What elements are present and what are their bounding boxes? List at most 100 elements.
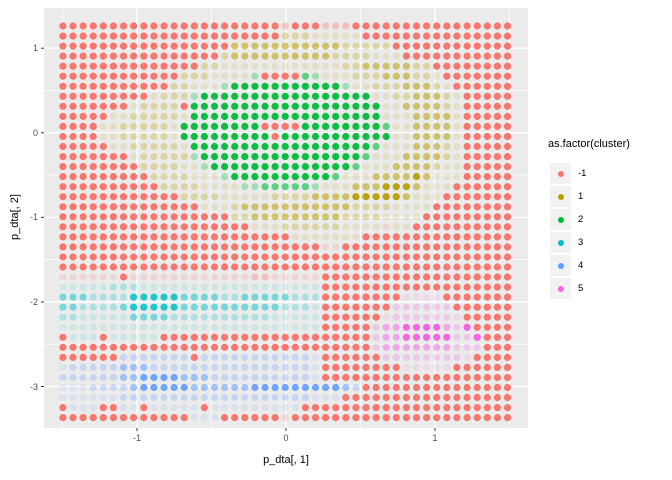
data-point: [311, 42, 320, 50]
data-point: [463, 132, 471, 141]
data-point: [281, 293, 289, 301]
data-point: [402, 112, 410, 120]
data-point: [301, 142, 309, 151]
data-point: [362, 393, 370, 402]
data-point: [362, 373, 370, 382]
data-point: [311, 193, 320, 201]
data-point: [59, 404, 67, 412]
data-point: [130, 82, 138, 90]
data-point: [119, 52, 128, 60]
data-point: [79, 203, 87, 211]
data-point: [342, 323, 350, 331]
data-point: [221, 62, 229, 70]
data-point: [79, 22, 87, 30]
data-point: [251, 383, 259, 392]
data-point: [493, 132, 501, 141]
data-point: [190, 233, 198, 241]
data-point: [423, 383, 431, 392]
data-point: [372, 253, 380, 261]
data-point: [332, 233, 340, 241]
data-point: [89, 404, 97, 412]
data-point: [443, 363, 451, 371]
data-point: [150, 233, 158, 241]
data-point: [271, 42, 279, 50]
data-point: [332, 323, 340, 331]
data-point: [382, 253, 390, 261]
data-point: [332, 313, 340, 321]
data-point: [453, 263, 461, 271]
data-point: [291, 32, 299, 40]
data-point: [241, 303, 249, 311]
data-point: [150, 142, 158, 151]
data-point: [463, 283, 471, 291]
data-point: [463, 333, 471, 341]
data-point: [453, 112, 461, 120]
data-point: [160, 313, 168, 321]
data-point: [493, 223, 501, 231]
data-point: [160, 102, 168, 110]
data-point: [473, 233, 481, 241]
data-point: [291, 303, 299, 311]
data-point: [301, 223, 309, 231]
data-point: [261, 32, 269, 40]
data-point: [503, 153, 512, 161]
data-point: [180, 193, 188, 201]
data-point: [493, 72, 501, 80]
data-point: [443, 253, 451, 261]
data-point: [342, 163, 350, 171]
data-point: [281, 263, 289, 271]
data-point: [291, 293, 299, 301]
data-point: [372, 203, 380, 211]
data-point: [79, 393, 87, 402]
data-point: [281, 353, 289, 361]
data-point: [332, 82, 340, 90]
data-point: [79, 333, 87, 341]
data-point: [322, 72, 330, 80]
data-point: [443, 193, 451, 201]
data-point: [443, 353, 451, 361]
data-point: [473, 323, 481, 331]
data-point: [322, 132, 330, 141]
data-point: [443, 132, 451, 141]
data-point: [231, 233, 239, 241]
data-point: [463, 343, 471, 351]
data-point: [311, 72, 320, 80]
data-point: [503, 82, 512, 90]
data-point: [190, 203, 198, 211]
data-point: [392, 313, 400, 321]
data-point: [352, 203, 360, 211]
data-point: [119, 132, 128, 141]
data-point: [170, 253, 178, 261]
data-point: [362, 32, 370, 40]
data-point: [160, 333, 168, 341]
data-point: [392, 132, 400, 141]
data-point: [231, 132, 239, 141]
data-point: [473, 42, 481, 50]
data-point: [231, 303, 239, 311]
data-point: [433, 142, 441, 151]
data-point: [241, 353, 249, 361]
data-point: [109, 213, 117, 221]
data-point: [261, 112, 269, 120]
data-point: [170, 363, 178, 371]
data-point: [453, 404, 461, 412]
data-point: [99, 233, 107, 241]
data-point: [190, 142, 198, 151]
data-point: [221, 203, 229, 211]
data-point: [281, 72, 289, 80]
data-point: [160, 233, 168, 241]
data-point: [443, 404, 451, 412]
data-point: [221, 163, 229, 171]
data-point: [231, 22, 239, 30]
data-point: [453, 22, 461, 30]
data-point: [271, 404, 279, 412]
data-point: [382, 42, 390, 50]
data-point: [433, 363, 441, 371]
data-point: [241, 22, 249, 30]
data-point: [342, 233, 350, 241]
data-point: [150, 32, 158, 40]
data-point: [433, 373, 441, 382]
data-point: [503, 343, 512, 351]
data-point: [130, 414, 138, 422]
data-point: [79, 313, 87, 321]
